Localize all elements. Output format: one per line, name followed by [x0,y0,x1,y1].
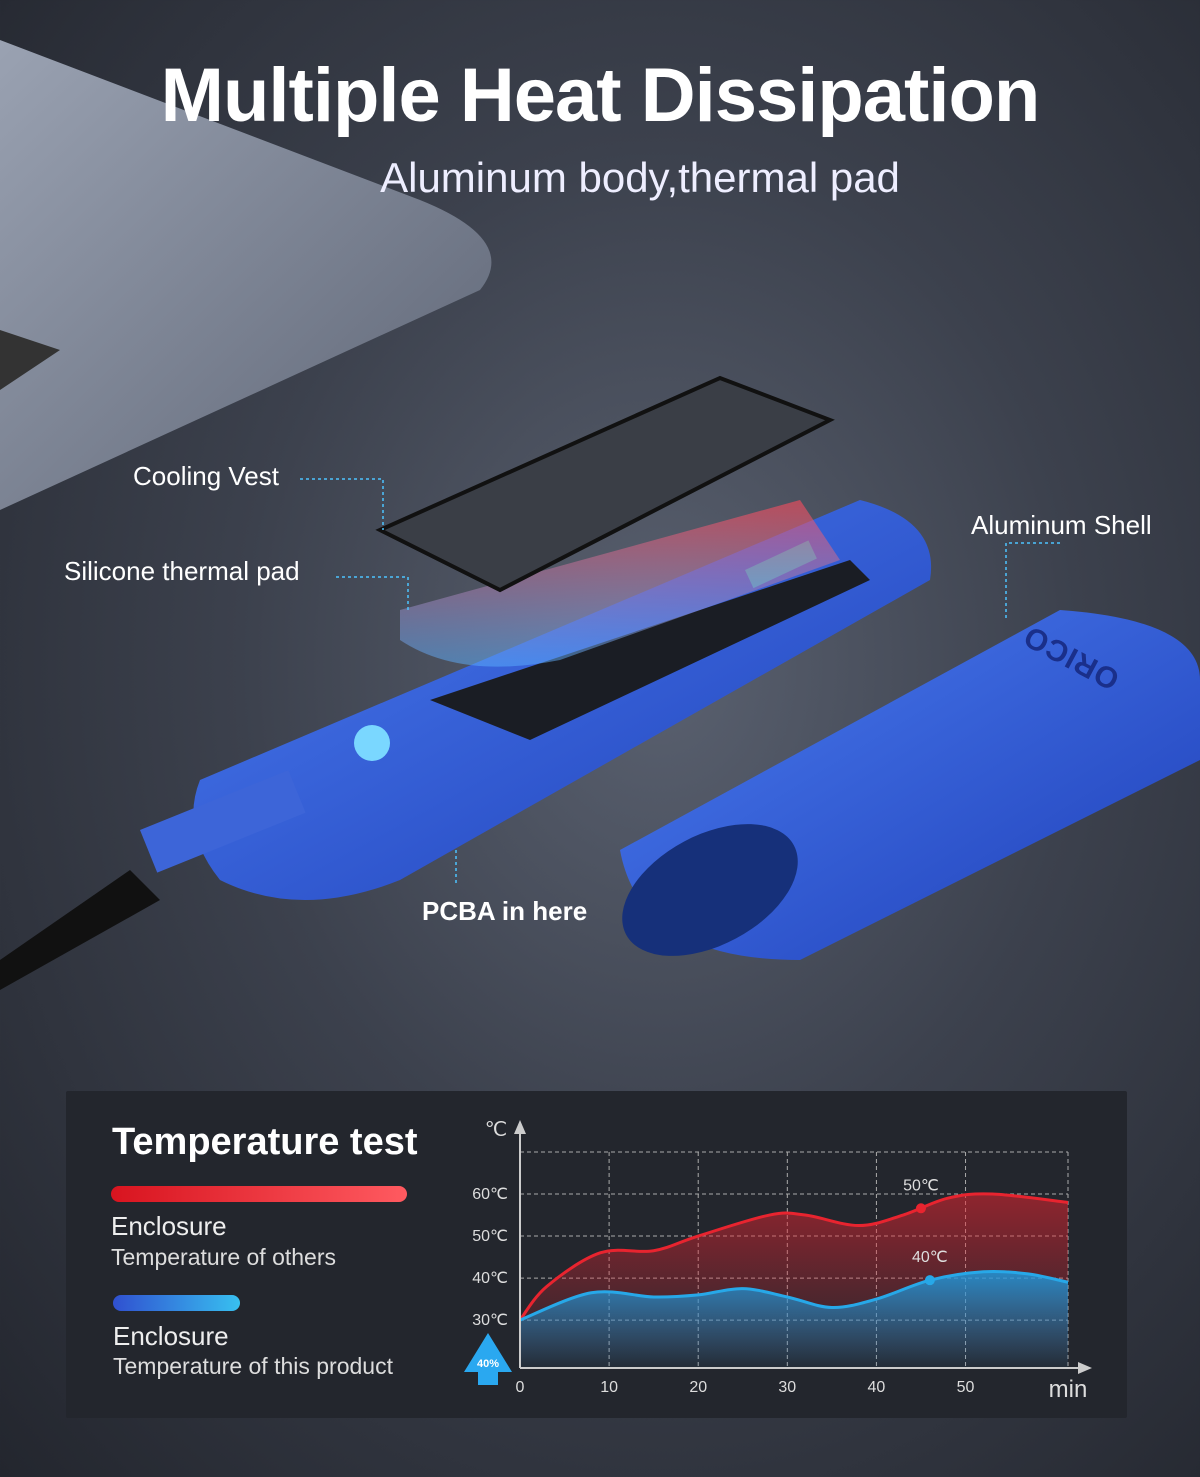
callout-thermal-pad: Silicone thermal pad [64,556,300,586]
y-tick-label: 60℃ [472,1186,508,1203]
x-tick-label: 30 [778,1379,796,1396]
legend-title: Temperature test [112,1121,418,1163]
x-tick-label: 0 [516,1379,525,1396]
x-tick-label: 10 [600,1379,618,1396]
x-axis-label: min [1049,1376,1088,1403]
callout-cooling-vest: Cooling Vest [133,461,279,491]
annotation-label: 40℃ [912,1249,948,1266]
legend-swatch-red [111,1186,407,1202]
y-tick-label: 30℃ [472,1312,508,1329]
usb-cable [0,870,160,990]
legend-sub: Temperature of this product [113,1353,393,1379]
y-tick-label: 50℃ [472,1228,508,1245]
x-tick-label: 50 [957,1379,975,1396]
annotation-marker [924,1275,935,1286]
legend-label: Enclosure [113,1321,229,1351]
reduction-arrow-icon [464,1333,512,1385]
ssd-board [430,560,870,740]
product-illustration [0,40,1200,990]
callout-pcba: PCBA in here [422,896,588,926]
x-tick-label: 40 [868,1379,886,1396]
led-indicator [354,725,390,761]
laptop [0,40,492,510]
series-line-0 [518,1192,1069,1322]
x-tick-label: 20 [689,1379,707,1396]
series-line-1 [519,1269,1069,1322]
legend-sub: Temperature of others [111,1244,337,1270]
cooling-vest [375,375,835,593]
series-area-1 [520,1271,1068,1368]
annotation-label: 50℃ [903,1177,939,1194]
y-axis-arrow [514,1120,526,1134]
reduction-label: 40% [477,1358,499,1370]
page-subtitle: Aluminum body,thermal pad [380,154,900,201]
y-axis-label: ℃ [485,1119,507,1141]
legend-swatch-blue [113,1295,240,1311]
y-tick-label: 40℃ [472,1270,508,1287]
callout-aluminum-shell: Aluminum Shell [971,510,1152,540]
page-title: Multiple Heat Dissipation [160,53,1041,138]
x-axis-arrow [1078,1362,1092,1374]
thermal-pad [400,500,840,667]
annotation-marker [915,1203,926,1214]
legend-label: Enclosure [111,1211,227,1241]
